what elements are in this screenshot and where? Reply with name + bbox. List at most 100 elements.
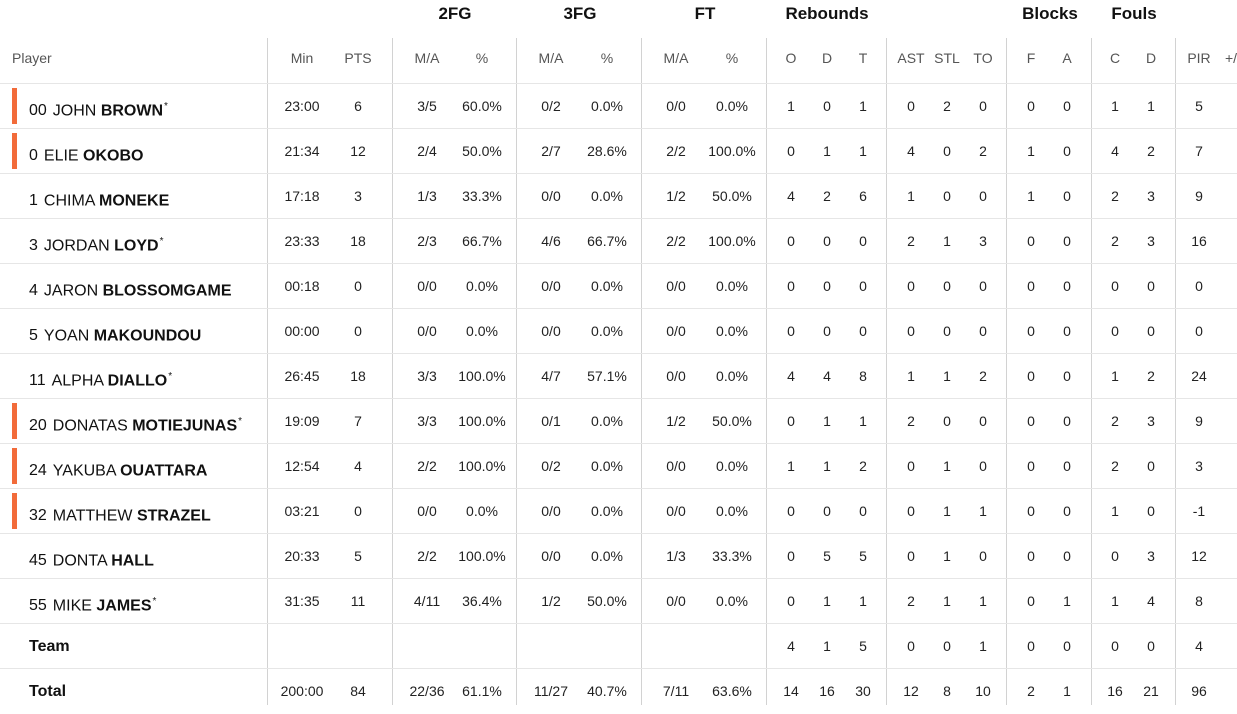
col-reb-t[interactable]: T xyxy=(858,50,868,66)
col-stl[interactable]: STL xyxy=(934,50,960,66)
stat-ft: 1/3 xyxy=(666,548,686,564)
stat-ast: 0 xyxy=(907,278,915,294)
stat-fc: 2 xyxy=(1111,233,1119,249)
player-row[interactable]: 11 ALPHA DIALLO* 26:45 18 3/3 100.0% 4/7 57.1% 0… xyxy=(0,353,1237,398)
stat-pir: 5 xyxy=(1195,98,1203,114)
stat-ba: 0 xyxy=(1063,368,1071,384)
player-last-name: BLOSSOMGAME xyxy=(102,282,232,300)
col-blk-a[interactable]: A xyxy=(1062,50,1072,66)
stat-ftp: 0.0% xyxy=(716,278,748,294)
stat-fg2: 1/3 xyxy=(417,188,437,204)
stat-fg3p: 50.0% xyxy=(587,593,627,609)
player-row[interactable]: 32 MATTHEW STRAZEL 03:21 0 0/0 0.0% 0/0 0.0% 0/0… xyxy=(0,488,1237,533)
player-name-link[interactable]: 1 CHIMA MONEKE xyxy=(29,174,170,219)
stat-o: 4 xyxy=(787,368,795,384)
player-number: 55 xyxy=(29,597,47,615)
total-row: Total 200:00 84 22/36 61.1% 11/27 40.7% 7/11 63.… xyxy=(0,668,1237,713)
stat-fg3: 0/0 xyxy=(541,188,561,204)
col-ft-pct[interactable]: % xyxy=(725,50,739,66)
player-name-link[interactable]: 45 DONTA HALL xyxy=(29,534,155,579)
stat-bf: 0 xyxy=(1027,548,1035,564)
player-name-link[interactable]: 55 MIKE JAMES* xyxy=(29,579,156,624)
stat-o: 0 xyxy=(787,593,795,609)
stat-fg2: 2/2 xyxy=(417,548,437,564)
player-last-name: OKOBO xyxy=(83,147,144,165)
stat-min: 00:00 xyxy=(284,323,320,339)
col-plus-minus[interactable]: +/- xyxy=(1225,50,1237,66)
col-3fg-ma[interactable]: M/A xyxy=(538,50,564,66)
player-name-link[interactable]: 3 JORDAN LOYD* xyxy=(29,219,164,264)
player-name-link[interactable]: 24 YAKUBA OUATTARA xyxy=(29,444,208,489)
col-ft-ma[interactable]: M/A xyxy=(663,50,689,66)
stat-to: 2 xyxy=(979,368,987,384)
stat-min: 23:00 xyxy=(284,98,320,114)
col-3fg-pct[interactable]: % xyxy=(600,50,614,66)
col-foul-d[interactable]: D xyxy=(1145,50,1157,66)
player-last-name: BROWN xyxy=(100,102,164,120)
col-ast[interactable]: AST xyxy=(897,50,925,66)
player-row[interactable]: 1 CHIMA MONEKE 17:18 3 1/3 33.3% 0/0 0.0% 1/2 50.… xyxy=(0,173,1237,218)
stat-fc: 1 xyxy=(1111,503,1119,519)
stat-stl: 1 xyxy=(943,368,951,384)
col-reb-o[interactable]: O xyxy=(785,50,797,66)
column-header-row: Player Min PTS M/A % M/A % M/A % O D T A… xyxy=(0,38,1237,83)
stat-min: 00:18 xyxy=(284,278,320,294)
col-2fg-ma[interactable]: M/A xyxy=(414,50,440,66)
player-name-link[interactable]: 0 ELIE OKOBO xyxy=(29,129,145,174)
player-first-name: YOAN xyxy=(43,327,90,345)
player-row[interactable]: 55 MIKE JAMES* 31:35 11 4/11 36.4% 1/2 50.0% 0/0… xyxy=(0,578,1237,623)
player-row[interactable]: 24 YAKUBA OUATTARA 12:54 4 2/2 100.0% 0/2 0.0% 0… xyxy=(0,443,1237,488)
stat-bf: 0 xyxy=(1027,233,1035,249)
player-row[interactable]: 45 DONTA HALL 20:33 5 2/2 100.0% 0/0 0.0% 1/3 33.… xyxy=(0,533,1237,578)
col-min[interactable]: Min xyxy=(290,50,314,66)
stat-stl: 0 xyxy=(943,638,951,654)
stat-ftp: 0.0% xyxy=(716,503,748,519)
stat-to: 0 xyxy=(979,458,987,474)
player-row[interactable]: 00 JOHN BROWN* 23:00 6 3/5 60.0% 0/2 0.0% 0/0 0.0… xyxy=(0,83,1237,128)
col-2fg-pct[interactable]: % xyxy=(475,50,489,66)
player-row[interactable]: 3 JORDAN LOYD* 23:33 18 2/3 66.7% 4/6 66.7% 2/2 1… xyxy=(0,218,1237,263)
stat-pir: 9 xyxy=(1195,413,1203,429)
stat-fd: 3 xyxy=(1147,188,1155,204)
player-number: 3 xyxy=(29,237,38,255)
stat-pir: 24 xyxy=(1191,368,1207,384)
stat-stl: 8 xyxy=(943,683,951,699)
stat-pir: 7 xyxy=(1195,143,1203,159)
stat-ast: 0 xyxy=(907,458,915,474)
starter-indicator xyxy=(12,403,17,439)
col-to[interactable]: TO xyxy=(973,50,993,66)
stat-fg2: 0/0 xyxy=(417,278,437,294)
player-last-name: JAMES xyxy=(96,597,152,615)
col-reb-d[interactable]: D xyxy=(821,50,833,66)
stat-ast: 0 xyxy=(907,503,915,519)
team-label: Team xyxy=(29,638,70,655)
col-player[interactable]: Player xyxy=(12,50,52,66)
player-row[interactable]: 5 YOAN MAKOUNDOU 00:00 0 0/0 0.0% 0/0 0.0% 0/0 0.… xyxy=(0,308,1237,353)
stat-fc: 1 xyxy=(1111,368,1119,384)
player-name-link[interactable]: 11 ALPHA DIALLO* xyxy=(29,354,172,399)
player-row[interactable]: 0 ELIE OKOBO 21:34 12 2/4 50.0% 2/7 28.6% 2/2 100… xyxy=(0,128,1237,173)
col-blk-f[interactable]: F xyxy=(1026,50,1036,66)
stat-pir: 12 xyxy=(1191,548,1207,564)
col-foul-c[interactable]: C xyxy=(1109,50,1121,66)
player-name-link[interactable]: 5 YOAN MAKOUNDOU xyxy=(29,309,202,354)
player-name-link[interactable]: 00 JOHN BROWN* xyxy=(29,84,168,129)
stat-t: 1 xyxy=(859,413,867,429)
player-last-name: MOTIEJUNAS xyxy=(132,417,238,435)
col-pts[interactable]: PTS xyxy=(344,50,372,66)
stat-to: 3 xyxy=(979,233,987,249)
stat-fd: 3 xyxy=(1147,233,1155,249)
stat-fg3p: 0.0% xyxy=(591,188,623,204)
player-row[interactable]: 4 JARON BLOSSOMGAME 00:18 0 0/0 0.0% 0/0 0.0% 0/… xyxy=(0,263,1237,308)
starter-indicator xyxy=(12,133,17,169)
player-name-link[interactable]: 20 DONATAS MOTIEJUNAS* xyxy=(29,399,242,444)
stat-fg3: 0/0 xyxy=(541,548,561,564)
stat-pts: 6 xyxy=(354,98,362,114)
stat-d: 0 xyxy=(823,503,831,519)
player-row[interactable]: 20 DONATAS MOTIEJUNAS* 19:09 7 3/3 100.0% 0/1 0… xyxy=(0,398,1237,443)
player-name-link[interactable]: 32 MATTHEW STRAZEL xyxy=(29,489,212,534)
stat-d: 0 xyxy=(823,98,831,114)
stat-fg3p: 0.0% xyxy=(591,458,623,474)
col-pir[interactable]: PIR xyxy=(1187,50,1211,66)
player-name-link[interactable]: 4 JARON BLOSSOMGAME xyxy=(29,264,232,309)
